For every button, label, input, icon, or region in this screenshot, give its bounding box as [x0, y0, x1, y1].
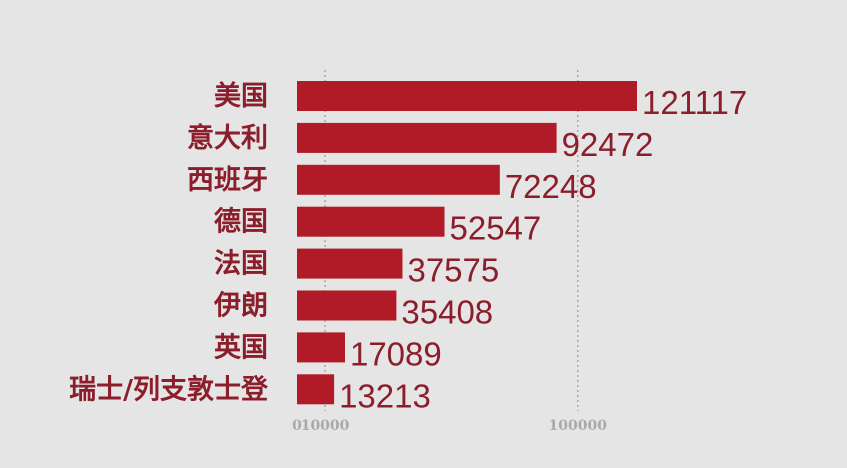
category-label: 德国 — [214, 207, 268, 238]
bar — [297, 164, 500, 195]
value-label: 35408 — [401, 294, 493, 331]
bar — [297, 248, 403, 279]
category-label: 英国 — [214, 332, 268, 363]
x-tick-label: 0 — [292, 418, 302, 434]
bar — [297, 374, 335, 405]
value-label: 52547 — [450, 210, 542, 247]
x-tick-label: 100000 — [548, 418, 607, 434]
value-label: 92472 — [562, 126, 654, 163]
value-label: 121117 — [642, 84, 747, 121]
category-label: 伊朗 — [213, 291, 268, 322]
category-label: 意大利 — [187, 122, 268, 154]
bars — [297, 81, 637, 405]
category-label: 法国 — [214, 249, 268, 280]
value-labels: 121117 92472 72248 52547 37575 35408 17089 1321… — [339, 84, 747, 414]
x-tick-label: 10000 — [301, 418, 350, 434]
bar — [297, 122, 557, 153]
bar — [297, 332, 345, 363]
value-label: 17089 — [350, 335, 442, 372]
category-label: 瑞士/列支敦士登 — [69, 373, 269, 405]
bar — [297, 81, 637, 111]
bar — [297, 206, 445, 237]
value-label: 72248 — [505, 168, 597, 205]
category-label: 西班牙 — [187, 165, 268, 196]
value-label: 37575 — [407, 252, 499, 289]
value-label: 13213 — [339, 377, 431, 414]
category-label: 美国 — [214, 80, 268, 112]
bar — [297, 290, 397, 321]
